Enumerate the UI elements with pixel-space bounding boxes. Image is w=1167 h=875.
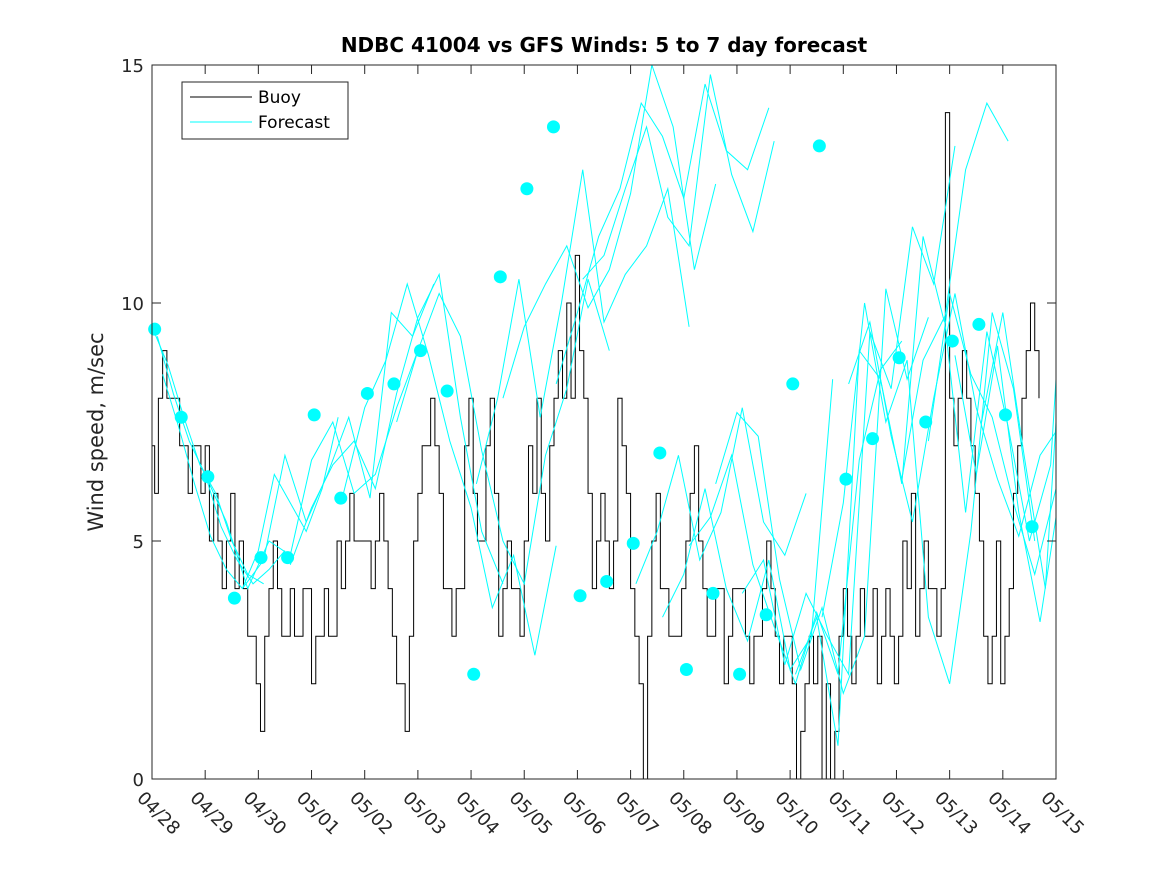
forecast-marker-16 [573, 589, 587, 603]
forecast-series-line-7 [396, 279, 610, 586]
forecast-series-line-18 [821, 302, 1036, 684]
forecast-marker-9 [387, 377, 401, 391]
x-tick-label-5: 05/03 [398, 788, 450, 840]
forecast-marker-26 [839, 472, 853, 486]
forecast-marker-15 [546, 120, 560, 134]
forecast-series-line-14 [688, 340, 903, 686]
legend-label-forecast: Forecast [258, 113, 330, 133]
plot-background [152, 65, 1056, 779]
x-tick-label-1: 04/29 [186, 788, 238, 840]
forecast-series-line-15 [715, 288, 929, 696]
forecast-marker-29 [919, 415, 933, 429]
forecast-marker-24 [786, 377, 800, 391]
forecast-series-line-20 [901, 315, 1057, 542]
x-tick-label-6: 05/04 [452, 788, 504, 840]
forecast-series-line-21 [927, 293, 1057, 577]
forecast-marker-2 [201, 470, 215, 484]
forecast-marker-33 [1025, 520, 1039, 534]
forecast-marker-0 [148, 322, 162, 336]
y-tick-label-0: 0 [133, 770, 144, 791]
x-tick-label-4: 05/02 [345, 788, 397, 840]
x-tick-label-17: 05/15 [1036, 788, 1088, 840]
x-tick-label-3: 05/01 [292, 788, 344, 840]
forecast-marker-7 [334, 491, 348, 505]
forecast-marker-8 [360, 386, 374, 400]
axes-frame [151, 64, 1057, 780]
buoy-series-line [152, 112, 1040, 780]
forecast-marker-23 [759, 608, 773, 622]
forecast-marker-1 [174, 410, 188, 424]
forecast-marker-10 [414, 344, 428, 358]
legend-label-buoy: Buoy [258, 88, 301, 108]
forecast-marker-11 [440, 384, 454, 398]
forecast-marker-28 [892, 351, 906, 365]
forecast-series-line-10 [555, 83, 770, 385]
forecast-marker-3 [227, 591, 241, 605]
forecast-series-line-13 [662, 379, 834, 671]
x-tick-label-10: 05/08 [664, 788, 716, 840]
x-tick-label-11: 05/09 [717, 788, 769, 840]
x-tick-label-2: 04/30 [239, 788, 291, 840]
forecast-series-line-12 [635, 407, 807, 585]
forecast-marker-20 [679, 663, 693, 677]
forecast-series-line-1 [156, 336, 286, 585]
x-tick-label-9: 05/07 [611, 788, 663, 840]
forecast-series-line-17 [794, 101, 1009, 746]
forecast-marker-27 [866, 432, 880, 446]
x-tick-label-14: 05/12 [877, 788, 929, 840]
forecast-series-line-5 [289, 272, 504, 585]
x-tick-label-7: 05/05 [505, 788, 557, 840]
forecast-series-line-23 [981, 312, 1057, 589]
forecast-marker-4 [254, 551, 268, 565]
forecast-marker-14 [520, 182, 534, 196]
forecast-series-line-16 [741, 145, 956, 677]
x-tick-label-16: 05/14 [983, 788, 1035, 840]
legend: Buoy Forecast [181, 81, 349, 140]
forecast-marker-12 [467, 667, 481, 681]
forecast-series-line-19 [848, 293, 1057, 538]
forecast-series-line-22 [954, 345, 1057, 623]
forecast-marker-22 [733, 667, 747, 681]
x-tick-label-8: 05/06 [558, 788, 610, 840]
forecast-marker-6 [307, 408, 321, 422]
forecast-series-line-4 [241, 283, 435, 589]
forecast-marker-30 [945, 334, 959, 348]
forecast-series-line-8 [475, 169, 690, 485]
forecast-marker-5 [281, 551, 295, 565]
forecast-series-line-2 [162, 374, 339, 590]
y-tick-label-3: 15 [121, 56, 144, 77]
forecast-marker-19 [653, 446, 667, 460]
forecast-series-line-11 [582, 74, 775, 280]
x-tick-label-15: 05/13 [930, 788, 982, 840]
forecast-series-line-3 [204, 350, 419, 591]
x-tick-label-0: 04/28 [132, 788, 184, 840]
forecast-marker-21 [706, 586, 720, 600]
forecast-marker-32 [998, 408, 1012, 422]
chart-title: NDBC 41004 vs GFS Winds: 5 to 7 day fore… [341, 33, 868, 57]
forecast-marker-18 [626, 536, 640, 550]
y-tick-label-1: 5 [133, 532, 144, 553]
forecast-marker-13 [493, 270, 507, 284]
forecast-marker-25 [812, 139, 826, 153]
forecast-series-line-6 [342, 282, 557, 656]
forecast-marker-17 [600, 574, 614, 588]
legend-box [181, 81, 349, 140]
y-tick-label-2: 10 [121, 294, 144, 315]
forecast-marker-31 [972, 317, 986, 331]
x-tick-label-12: 05/10 [771, 788, 823, 840]
y-axis-label: Wind speed, m/sec [84, 332, 108, 531]
x-tick-label-13: 05/11 [824, 788, 876, 840]
forecast-series-line-9 [502, 64, 717, 399]
